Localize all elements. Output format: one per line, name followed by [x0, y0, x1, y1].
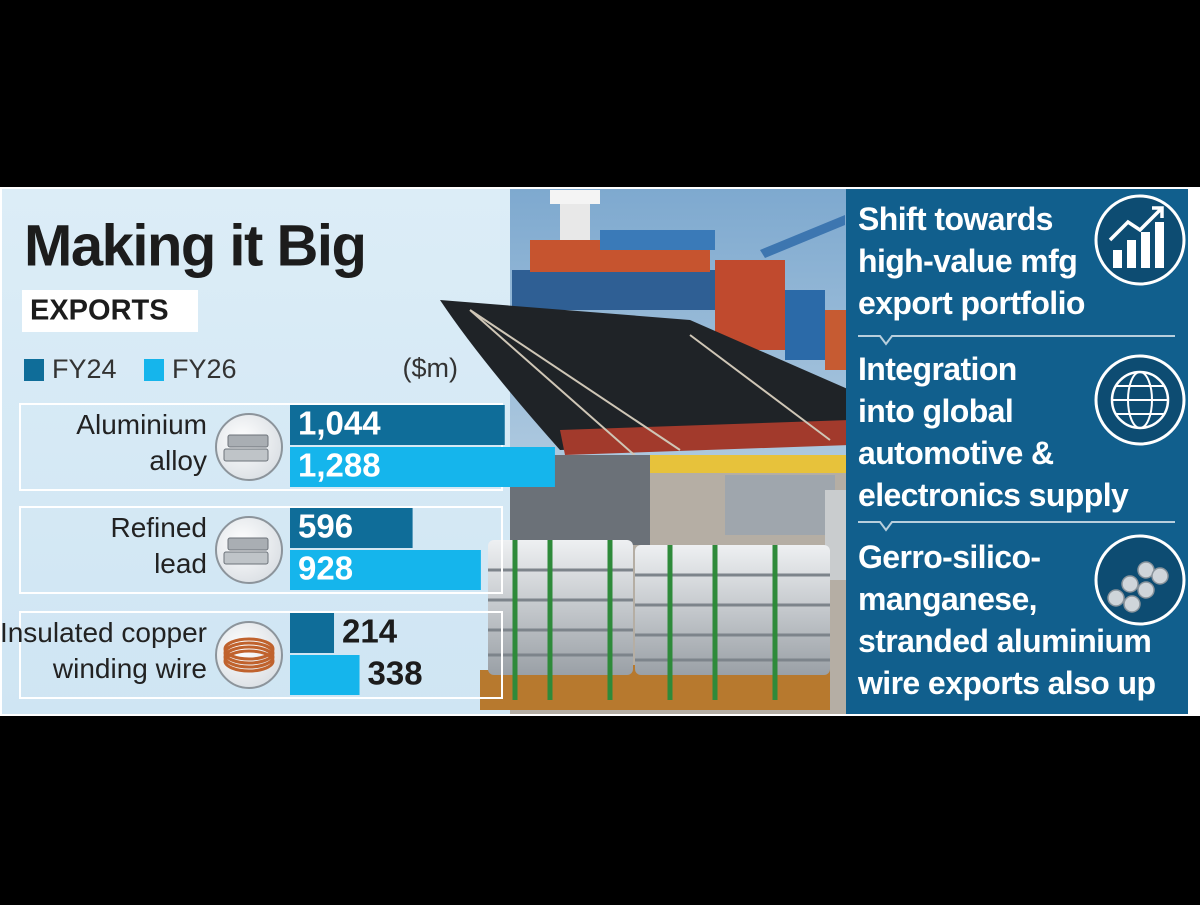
- icon-globe: [1094, 354, 1186, 446]
- icon-growth: [1094, 194, 1186, 286]
- product-icon: [227, 434, 269, 448]
- separator: [858, 521, 1175, 532]
- row-frame: [19, 611, 503, 699]
- subtitle: EXPORTS: [30, 295, 169, 327]
- value-label: 1,288: [298, 447, 381, 484]
- subtitle-box: [22, 290, 198, 332]
- product-icon: [223, 448, 269, 462]
- chart-title: Making it Big: [24, 213, 365, 278]
- bar: [290, 655, 360, 695]
- panel-point: Gerro-silico-manganese, stranded aluminiu…: [857, 539, 1155, 701]
- product-icon: [215, 621, 283, 689]
- category-label: Refined lead: [110, 512, 207, 579]
- product-icon: [227, 537, 269, 551]
- bar: [290, 613, 335, 653]
- category-label: Aluminium alloy: [76, 409, 207, 476]
- legend-label: FY26: [172, 354, 237, 384]
- panel-point: Shift towards high-value mfg export portfo…: [858, 201, 1085, 321]
- value-label: 1,044: [298, 405, 381, 442]
- value-label: 928: [298, 550, 353, 587]
- bar: [290, 550, 481, 590]
- unit-label: ($m): [403, 353, 459, 383]
- legend-swatch: [24, 359, 44, 381]
- value-label: 338: [368, 655, 423, 692]
- product-icon: [223, 649, 275, 673]
- legend-swatch: [144, 359, 164, 381]
- product-icon: [223, 551, 269, 565]
- value-label: 214: [342, 613, 398, 650]
- icon-rods: [1094, 534, 1186, 626]
- legend-label: FY24: [52, 354, 117, 384]
- photo: [440, 189, 850, 714]
- category-label: Insulated copper winding wire: [0, 617, 207, 684]
- bar: [290, 447, 555, 487]
- panel-point: Integration into global automotive & electr…: [858, 351, 1129, 513]
- bar: [290, 405, 505, 445]
- value-label: 596: [298, 508, 353, 545]
- row-frame: [19, 506, 503, 594]
- separator: [858, 335, 1175, 346]
- bar: [290, 508, 413, 548]
